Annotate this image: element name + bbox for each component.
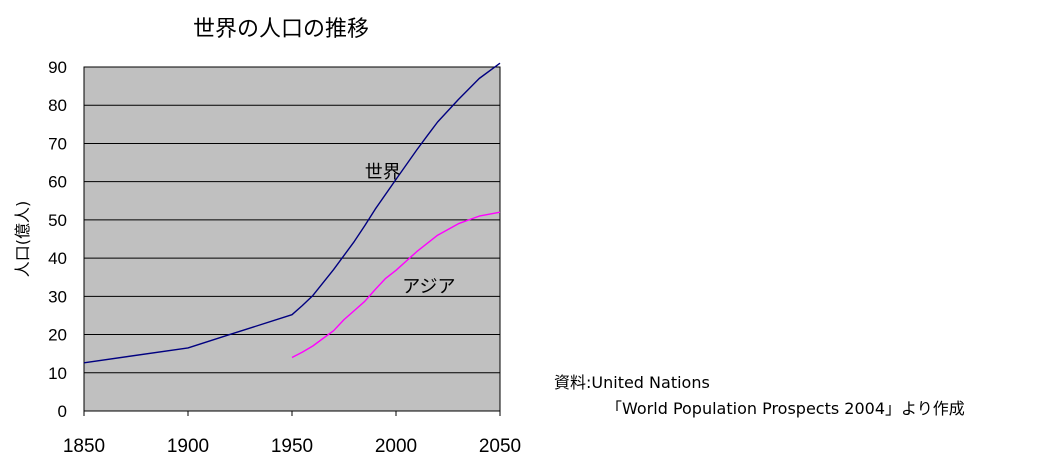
y-tick-label: 40: [48, 249, 67, 268]
x-tick-labels: 1850 1900 1950 2000 2050: [63, 436, 521, 457]
y-tick-label: 70: [48, 134, 67, 153]
axes: [83, 67, 501, 416]
source-publication: 「World Population Prospects 2004」より作成: [606, 399, 965, 418]
x-tick-label: 2000: [375, 436, 417, 457]
y-tick-labels: 0 10 20 30 40 50 60 70 80 90: [48, 58, 67, 421]
series-layer: [83, 62, 501, 364]
x-tick-label: 2050: [479, 436, 521, 457]
y-tick-label: 80: [48, 96, 67, 115]
y-tick-label: 0: [58, 402, 67, 421]
y-tick-label: 10: [48, 364, 67, 383]
x-tick-label: 1850: [63, 436, 105, 457]
y-tick-label: 60: [48, 173, 67, 192]
source-credit: 資料:United Nations: [554, 373, 710, 392]
x-tick-label: 1950: [271, 436, 313, 457]
series-annotation: アジア: [402, 277, 455, 298]
series-line-asia: [291, 211, 501, 359]
series-annotation: 世界: [365, 162, 401, 183]
chart-title: 世界の人口の推移: [193, 17, 369, 42]
y-tick-label: 30: [48, 287, 67, 306]
series-line-world: [83, 62, 501, 364]
y-axis-label: 人口(億人): [13, 201, 32, 278]
y-tick-label: 20: [48, 326, 67, 345]
y-tick-label: 90: [48, 58, 67, 77]
x-tick-label: 1900: [167, 436, 209, 457]
gridlines: [84, 104, 500, 374]
y-tick-label: 50: [48, 211, 67, 230]
plot-area: [83, 66, 501, 412]
